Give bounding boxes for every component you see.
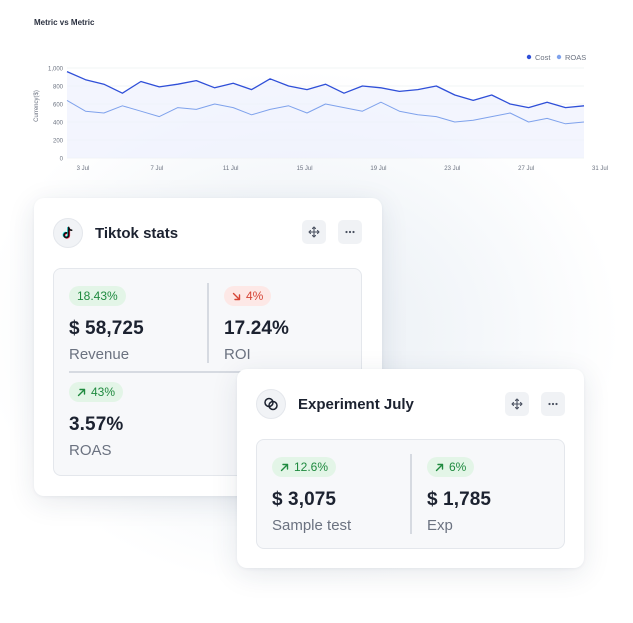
tiktok-more-button[interactable] xyxy=(338,220,362,244)
stat-revenue: 18.43% $ 58,725 Revenue xyxy=(69,286,144,363)
sample-test-change-badge: 12.6% xyxy=(272,457,337,477)
x-tick-label: 31 Jul xyxy=(592,166,608,172)
roi-value: 17.24% xyxy=(224,318,290,339)
roi-label: ROI xyxy=(224,346,251,363)
legend-roas-marker xyxy=(556,54,562,60)
stat-roas: 43% 3.57% ROAS xyxy=(69,382,123,459)
series-line-cost xyxy=(66,71,585,109)
y-tick-label: 200 xyxy=(53,139,64,145)
legend-cost-marker xyxy=(526,54,532,60)
stats-horizontal-divider xyxy=(69,371,348,373)
roas-change-value: 43% xyxy=(91,385,116,399)
x-tick-label: 15 Jul xyxy=(297,166,313,172)
revenue-change-badge: 18.43% xyxy=(69,286,126,306)
y-axis-ticks: 1,000 800 600 400 200 0 xyxy=(48,67,64,163)
more-icon xyxy=(548,402,558,406)
legend-roas-label: ROAS xyxy=(565,53,586,62)
move-icon xyxy=(308,226,320,238)
chart-legend: Cost ROAS xyxy=(526,53,586,62)
x-axis-ticks: 3 Jul 7 Jul 11 Jul 15 Jul 19 Jul 23 Jul 27 Jul… xyxy=(77,166,608,172)
y-tick-label: 400 xyxy=(53,121,64,127)
revenue-label: Revenue xyxy=(69,346,130,363)
x-tick-label: 19 Jul xyxy=(370,166,386,172)
arrow-up-right-icon xyxy=(280,463,289,471)
sample-test-value: $ 3,075 xyxy=(272,489,337,510)
sample-test-label: Sample test xyxy=(272,517,352,534)
cost-area-fill xyxy=(67,71,584,158)
experiment-card: Experiment July 12.6% $ 3,075 Sample tes… xyxy=(237,369,584,568)
chart-series xyxy=(66,71,585,158)
series-line-roas xyxy=(66,99,585,125)
experiment-vertical-divider xyxy=(410,454,412,534)
tiktok-move-button[interactable] xyxy=(302,220,326,244)
arrow-down-right-icon xyxy=(232,292,241,300)
roi-change-value: 4% xyxy=(246,289,264,303)
exp-change-value: 6% xyxy=(449,460,467,474)
revenue-value: $ 58,725 xyxy=(69,318,144,339)
move-icon xyxy=(511,398,523,410)
x-tick-label: 27 Jul xyxy=(518,166,534,172)
roi-change-badge: 4% xyxy=(224,286,272,306)
linked-circles-icon xyxy=(256,389,286,419)
experiment-card-header: Experiment July xyxy=(256,389,414,419)
metric-chart-panel: Metric vs Metric Cost ROAS Currency($) 1… xyxy=(0,0,633,190)
legend-cost-label: Cost xyxy=(535,53,551,62)
y-tick-label: 600 xyxy=(53,103,64,109)
revenue-change-value: 18.43% xyxy=(77,289,118,303)
y-tick-label: 800 xyxy=(53,85,64,91)
x-tick-label: 7 Jul xyxy=(151,166,164,172)
experiment-card-title: Experiment July xyxy=(298,395,414,413)
sample-test-change-value: 12.6% xyxy=(294,460,329,474)
roas-value: 3.57% xyxy=(69,414,124,435)
tiktok-card-header: Tiktok stats xyxy=(53,218,178,248)
arrow-up-right-icon xyxy=(435,463,444,471)
chart-title: Metric vs Metric xyxy=(34,18,95,27)
experiment-move-button[interactable] xyxy=(505,392,529,416)
arrow-up-right-icon xyxy=(77,388,86,396)
x-tick-label: 11 Jul xyxy=(223,166,239,172)
experiment-stats-box: 12.6% $ 3,075 Sample test 6% $ 1,785 Exp xyxy=(256,439,565,549)
stat-sample-test: 12.6% $ 3,075 Sample test xyxy=(272,457,351,534)
exp-change-badge: 6% xyxy=(427,457,475,477)
stat-exp: 6% $ 1,785 Exp xyxy=(427,457,491,534)
experiment-more-button[interactable] xyxy=(541,392,565,416)
x-tick-label: 23 Jul xyxy=(444,166,460,172)
y-tick-label: 1,000 xyxy=(48,67,64,73)
tiktok-card-title: Tiktok stats xyxy=(95,224,179,242)
x-tick-label: 3 Jul xyxy=(77,166,90,172)
y-tick-label: 0 xyxy=(60,157,64,163)
roas-label: ROAS xyxy=(69,442,112,459)
stats-vertical-divider xyxy=(207,283,209,363)
stat-roi: 4% 17.24% ROI xyxy=(224,286,289,363)
exp-value: $ 1,785 xyxy=(427,489,492,510)
exp-label: Exp xyxy=(427,517,453,534)
y-axis-label: Currency($) xyxy=(34,90,40,122)
metric-line-chart: Metric vs Metric Cost ROAS Currency($) 1… xyxy=(34,18,608,172)
tiktok-icon xyxy=(53,218,83,248)
more-icon xyxy=(345,230,355,234)
roas-change-badge: 43% xyxy=(69,382,124,402)
